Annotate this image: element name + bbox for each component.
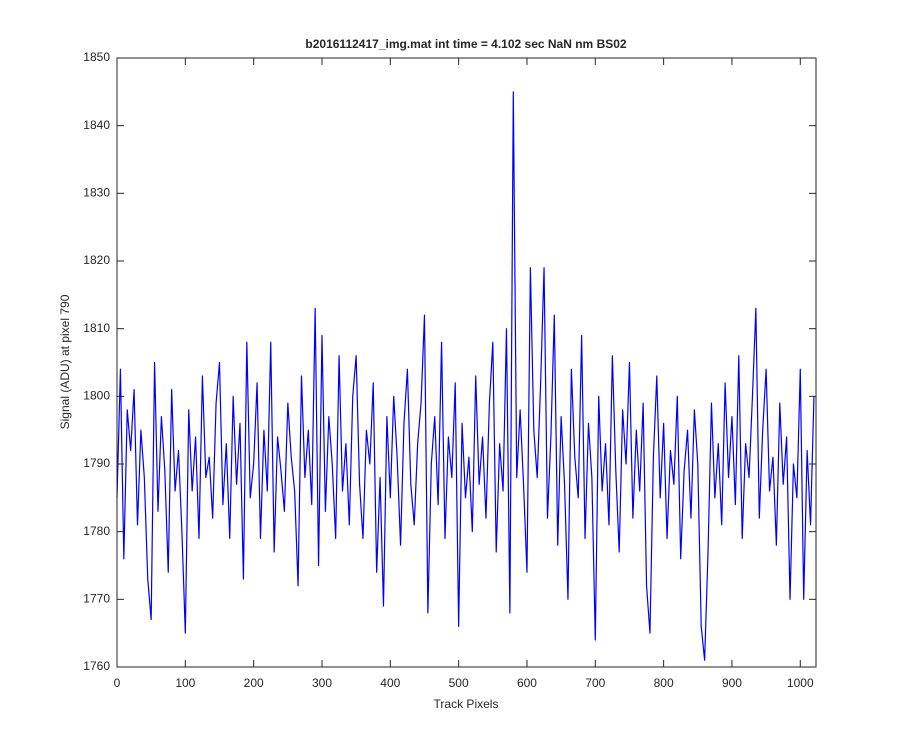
y-tick-label: 1800: [83, 389, 110, 403]
x-tick-label: 500: [449, 676, 469, 690]
y-tick-label: 1810: [83, 321, 110, 335]
axes-box: [116, 57, 817, 668]
x-tick-label: 300: [312, 676, 332, 690]
x-tick-label: 900: [722, 676, 742, 690]
y-tick-label: 1830: [83, 186, 110, 200]
data-line: [116, 91, 815, 661]
y-axis-label: Signal (ADU) at pixel 790: [58, 294, 72, 429]
x-axis-label: Track Pixels: [434, 697, 499, 711]
x-tick-label: 800: [654, 676, 674, 690]
x-tick-label: 1000: [787, 676, 814, 690]
y-tick-label: 1780: [83, 524, 110, 538]
y-tick-label: 1760: [83, 659, 110, 673]
x-tick-label: 400: [380, 676, 400, 690]
y-tick-label: 1820: [83, 253, 110, 267]
y-tick-label: 1850: [83, 50, 110, 64]
x-tick-label: 200: [244, 676, 264, 690]
chart-title: b2016112417_img.mat int time = 4.102 sec…: [305, 37, 627, 51]
y-tick-label: 1840: [83, 118, 110, 132]
x-tick-label: 100: [175, 676, 195, 690]
y-tick-label: 1790: [83, 456, 110, 470]
x-tick-label: 600: [517, 676, 537, 690]
x-tick-label: 700: [585, 676, 605, 690]
y-tick-label: 1770: [83, 592, 110, 606]
x-tick-label: 0: [114, 676, 121, 690]
